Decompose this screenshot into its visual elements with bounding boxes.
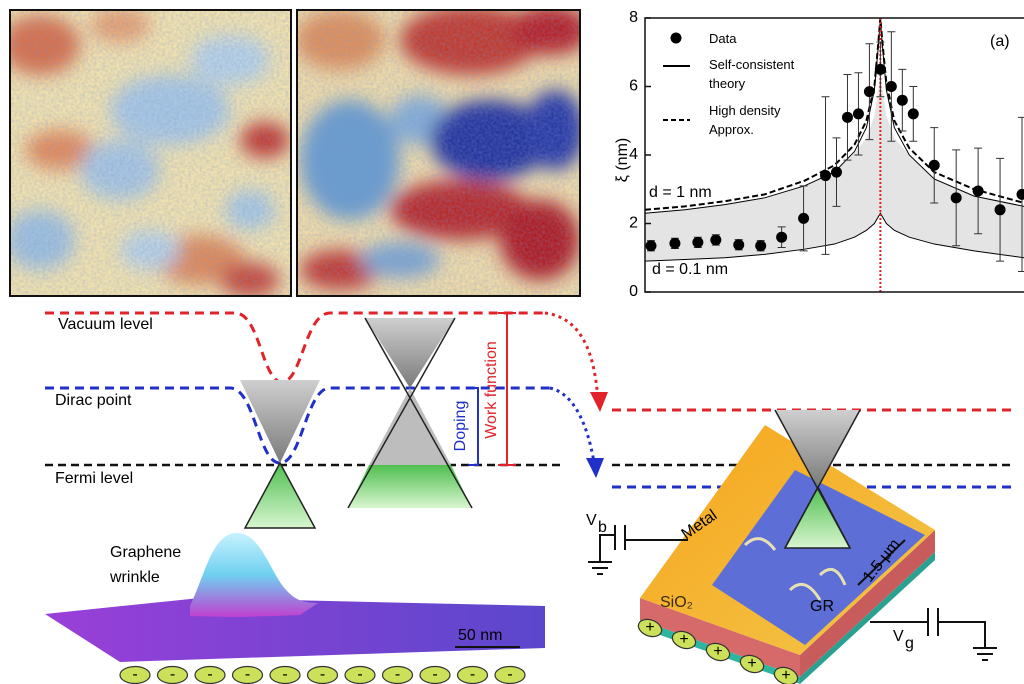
label: Work function xyxy=(483,341,500,439)
annotation: d = 0.1 nm xyxy=(652,261,728,278)
label: Graphene xyxy=(110,544,181,561)
data-point xyxy=(897,95,908,106)
data-point xyxy=(842,112,853,123)
y-tick-label: 8 xyxy=(629,9,638,26)
charge-sign: + xyxy=(679,631,688,648)
data-point xyxy=(886,81,897,92)
label: GR xyxy=(810,598,834,615)
data-point xyxy=(831,167,842,178)
data-point xyxy=(853,108,864,119)
data-point xyxy=(669,238,680,249)
charge-sign: + xyxy=(747,655,756,672)
map-left xyxy=(0,7,291,298)
data-point xyxy=(798,213,809,224)
data-point xyxy=(951,192,962,203)
label: b xyxy=(598,519,607,536)
data-point xyxy=(864,86,875,97)
annotation: d = 1 nm xyxy=(649,184,712,201)
charge-sign: - xyxy=(132,666,137,683)
charge-sign: - xyxy=(507,666,512,683)
device xyxy=(588,410,997,684)
cone-filled xyxy=(348,465,472,508)
vacuum-shift xyxy=(545,313,598,400)
legend-label: Data xyxy=(709,29,819,48)
cone-top xyxy=(365,318,455,388)
charge-sign: + xyxy=(645,619,654,636)
data-point xyxy=(875,64,886,75)
page: 02468ξ (nm)(a)d = 1 nmd = 0.1 nmDataSelf… xyxy=(0,0,1024,684)
charge-sign: + xyxy=(781,667,790,684)
data-point xyxy=(1017,189,1024,200)
charge-sign: - xyxy=(395,666,400,683)
label: Fermi level xyxy=(55,470,133,487)
data-point xyxy=(908,108,919,119)
label: wrinkle xyxy=(109,569,160,586)
panel-label: (a) xyxy=(990,33,1010,50)
charge-sign: - xyxy=(170,666,175,683)
arrow xyxy=(590,392,608,412)
data-point xyxy=(973,185,984,196)
data-point xyxy=(710,234,721,245)
data-point xyxy=(776,232,787,243)
cone-bottom xyxy=(245,463,315,528)
charge-sign: - xyxy=(432,666,437,683)
data-point xyxy=(645,240,656,251)
y-axis-label: ξ (nm) xyxy=(614,138,631,183)
label: Vacuum level xyxy=(58,316,153,333)
data-point xyxy=(692,237,703,248)
data-point xyxy=(733,239,744,250)
label: V xyxy=(893,628,904,645)
data-point xyxy=(755,240,766,251)
label: V xyxy=(586,512,597,529)
arrow xyxy=(586,458,604,478)
charge-sign: - xyxy=(282,666,287,683)
legend-entry: Self-consistent theory xyxy=(709,55,819,97)
negative-charges: ----------- xyxy=(120,666,525,683)
doping-bracket xyxy=(468,388,478,465)
label: Doping xyxy=(452,401,469,452)
charge-sign: - xyxy=(245,666,250,683)
dirac-shift xyxy=(550,388,594,462)
charge-sign: - xyxy=(357,666,362,683)
figure: 02468ξ (nm)(a)d = 1 nmd = 0.1 nmDataSelf… xyxy=(0,0,1024,684)
data-point xyxy=(929,160,940,171)
cone-filled xyxy=(369,388,451,465)
map-right xyxy=(295,5,590,296)
charge-sign: - xyxy=(320,666,325,683)
y-tick-label: 0 xyxy=(629,283,638,300)
charge-sign: - xyxy=(207,666,212,683)
label: Dirac point xyxy=(55,392,132,409)
label: SiO₂ xyxy=(660,594,693,611)
legend-label: High density Approx. xyxy=(709,101,819,139)
y-tick-label: 2 xyxy=(629,215,638,232)
data-point xyxy=(995,204,1006,215)
cone-top xyxy=(240,380,320,463)
charge-sign: - xyxy=(470,666,475,683)
data-point xyxy=(820,170,831,181)
label: g xyxy=(905,635,914,652)
legend-marker xyxy=(671,33,682,44)
y-tick-label: 6 xyxy=(629,78,638,95)
legend-entry: High density Approx. xyxy=(709,101,819,143)
legend-label: Self-consistent theory xyxy=(709,55,819,93)
scale-label: 50 nm xyxy=(458,627,502,644)
charge-sign: + xyxy=(713,643,722,660)
